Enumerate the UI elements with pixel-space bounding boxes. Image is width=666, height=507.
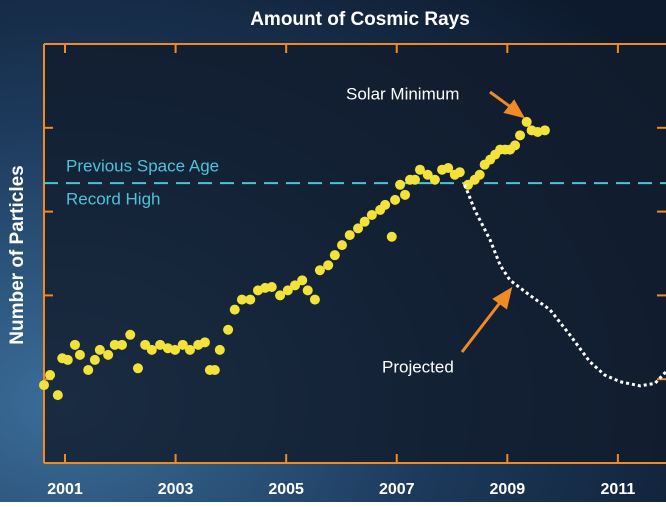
data-point	[515, 130, 526, 141]
data-point	[443, 163, 454, 174]
data-point	[454, 167, 465, 178]
x-tick-label: 2009	[490, 481, 526, 498]
data-point	[539, 125, 550, 136]
data-point	[275, 290, 286, 301]
data-point	[380, 199, 391, 210]
data-point	[177, 339, 188, 350]
data-point	[62, 354, 73, 365]
data-point	[510, 140, 521, 151]
data-point	[52, 390, 63, 401]
data-point	[146, 344, 157, 355]
data-point	[223, 324, 234, 335]
plot-area	[44, 44, 666, 463]
data-point	[353, 223, 364, 234]
data-point	[400, 189, 411, 200]
x-tick-label: 2005	[268, 481, 304, 498]
data-point	[109, 339, 120, 350]
x-tick-label: 2003	[158, 481, 194, 498]
y-axis-label: Number of Particles	[7, 165, 28, 345]
data-point	[429, 174, 440, 185]
data-point	[302, 285, 313, 296]
data-point	[116, 339, 127, 350]
data-point	[366, 209, 377, 220]
data-point	[290, 280, 301, 291]
data-point	[74, 349, 85, 360]
data-point	[155, 339, 166, 350]
data-point	[521, 116, 532, 127]
data-point	[297, 275, 308, 286]
data-point	[314, 265, 325, 276]
x-tick-label: 2001	[47, 481, 83, 498]
data-point	[359, 216, 370, 227]
data-point	[69, 339, 80, 350]
data-point	[266, 282, 277, 293]
data-point	[132, 363, 143, 374]
data-point	[184, 344, 195, 355]
data-point	[94, 344, 105, 355]
arrow	[460, 299, 504, 353]
data-point	[170, 344, 181, 355]
data-point	[409, 174, 420, 185]
data-point	[395, 179, 406, 190]
data-point	[414, 164, 425, 175]
data-point	[39, 380, 49, 391]
data-point	[214, 344, 225, 355]
data-point	[245, 294, 256, 305]
data-point	[474, 169, 485, 180]
data-point	[337, 240, 348, 251]
data-point	[89, 354, 100, 365]
reference-label: Previous Space Age	[66, 157, 219, 176]
data-point	[103, 349, 114, 360]
data-point	[344, 230, 355, 241]
x-tick-label: 2007	[379, 481, 415, 498]
data-point	[125, 329, 136, 340]
arrowhead	[492, 286, 513, 310]
data-point	[386, 231, 397, 242]
data-point	[229, 304, 240, 315]
data-point	[390, 194, 401, 205]
x-tick-label: 2011	[601, 481, 636, 498]
annotation: Solar Minimum	[346, 84, 459, 103]
reference-label: Record High	[66, 190, 161, 209]
data-point	[45, 370, 56, 381]
data-point	[199, 337, 210, 348]
data-point	[309, 294, 320, 305]
chart-title: Amount of Cosmic Rays	[250, 9, 470, 30]
arrow	[489, 90, 513, 110]
data-point	[83, 364, 94, 375]
plot-frame	[43, 43, 666, 464]
data-point	[422, 169, 433, 180]
arrows	[460, 90, 526, 353]
data-point	[209, 364, 220, 375]
data-point	[329, 250, 340, 261]
data-point	[282, 285, 293, 296]
data-point	[323, 260, 334, 271]
annotation: Projected	[382, 357, 454, 376]
arrowhead	[503, 99, 526, 119]
data-point	[236, 294, 247, 305]
